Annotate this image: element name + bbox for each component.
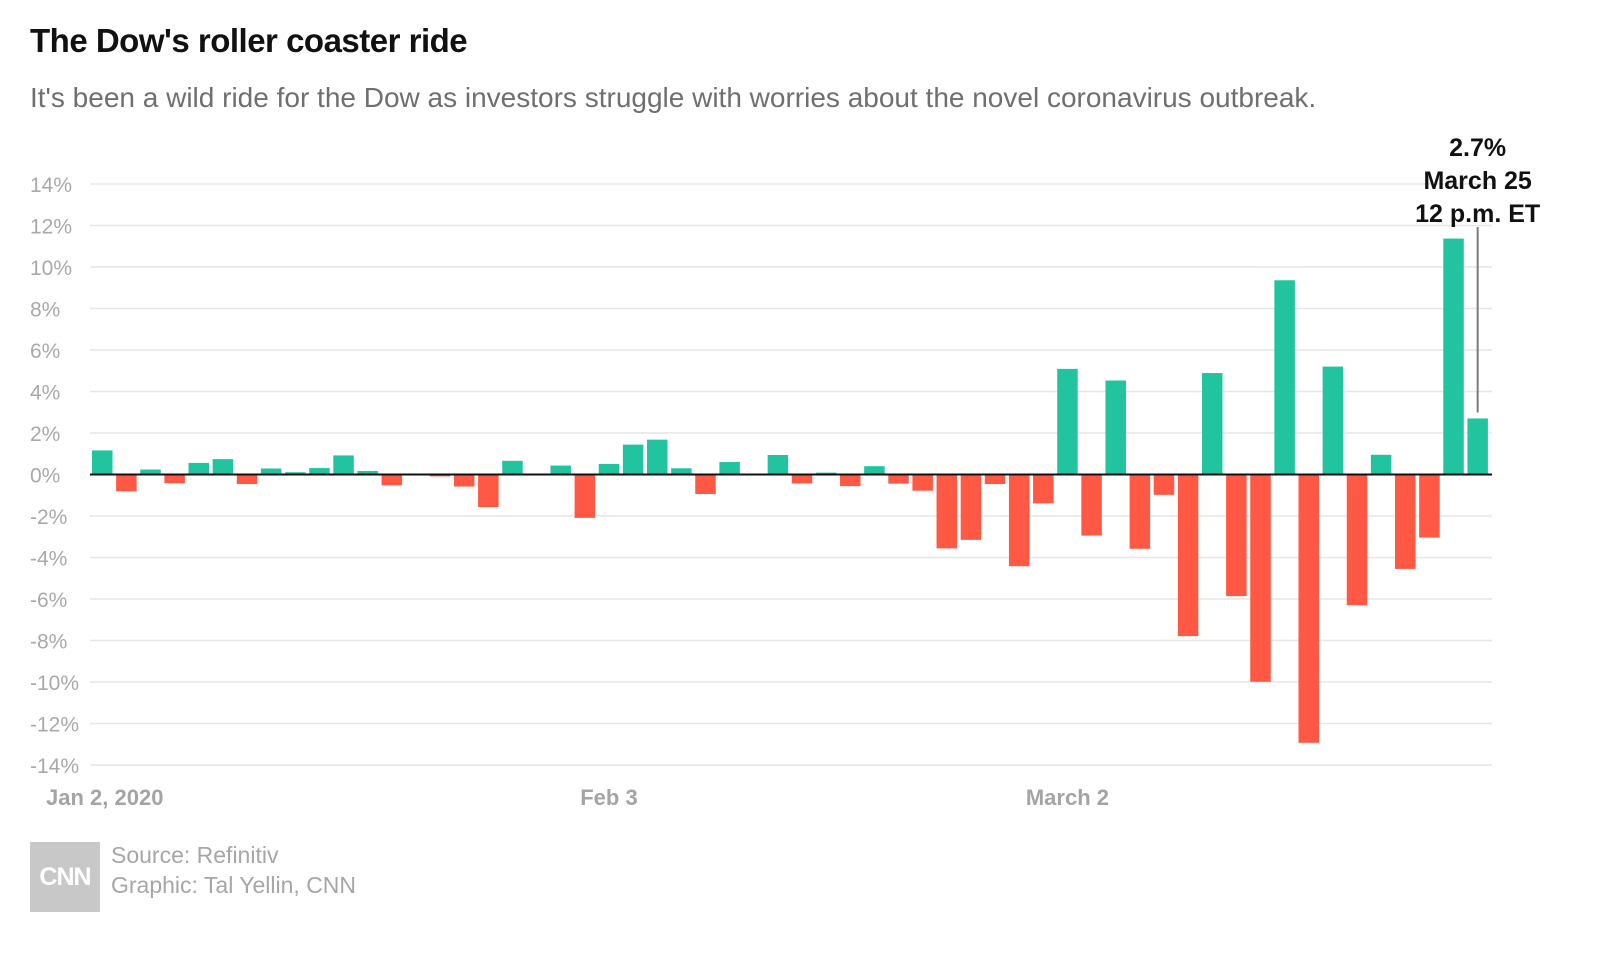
bar-feb-5: [646, 439, 668, 475]
bar-feb-28: [1033, 474, 1054, 504]
bar-jan-6: [140, 469, 161, 475]
bar-jan-16: [333, 455, 354, 475]
bar-jan-2: [92, 450, 113, 475]
bar-mar-23: [1419, 474, 1440, 538]
bar-feb-13: [791, 474, 813, 484]
bar-feb-6: [671, 468, 692, 475]
y-tick-label: 10%: [30, 257, 72, 280]
y-tick-label: -8%: [30, 631, 67, 654]
y-tick-label: -2%: [30, 506, 67, 529]
cnn-logo: CNN: [30, 842, 100, 912]
cnn-logo-text: CNN: [39, 862, 91, 891]
bar-feb-27: [1008, 474, 1030, 567]
bar-feb-18: [840, 474, 861, 487]
annotation-line-2: March 25: [1423, 167, 1531, 195]
bar-jan-21: [381, 474, 403, 486]
y-tick-label: 0%: [30, 465, 60, 488]
bar-mar-10: [1201, 373, 1223, 475]
bar-mar-18: [1346, 474, 1368, 606]
bar-jan-3: [116, 474, 137, 492]
bar-jan-14: [285, 472, 306, 475]
bar-feb-7: [695, 474, 716, 495]
bar-jan-10: [236, 474, 258, 485]
bar-mar-3: [1081, 474, 1102, 536]
bar-mar-17: [1322, 366, 1344, 475]
x-axis-ticks: Jan 2, 2020 Feb 3 March 2: [46, 785, 1109, 810]
bar-jan-17: [357, 470, 378, 475]
bar-mar-16: [1298, 474, 1319, 743]
bar-jan-9: [212, 459, 234, 475]
bar-feb-20: [888, 474, 909, 484]
bar-jan-7: [164, 474, 185, 484]
annotation-line-1: 2.7%: [1449, 134, 1506, 162]
bar-mar-24: [1443, 238, 1464, 475]
bar-feb-24: [936, 474, 958, 549]
bar-mar-19: [1370, 454, 1392, 475]
y-tick-label: -10%: [30, 672, 79, 695]
bar-jan-31: [574, 474, 596, 518]
bars: [92, 238, 1488, 743]
bar-feb-4: [622, 444, 644, 475]
bar-mar-9: [1177, 474, 1199, 637]
bar-chart: 14% 12% 10% 8% 6% 4% 2% 0% -2% -4% -6% -8% -10% -12% -…: [30, 134, 1540, 810]
bar-mar-20: [1395, 474, 1416, 569]
y-tick-label: 4%: [30, 382, 60, 405]
bar-feb-21: [912, 474, 933, 491]
bar-feb-25: [960, 474, 982, 540]
bar-feb-19: [864, 466, 885, 475]
bar-mar-12: [1250, 474, 1271, 682]
bar-jan-15: [309, 468, 330, 475]
bar-mar-11: [1226, 474, 1247, 597]
bar-jan-24: [453, 474, 475, 487]
bar-jan-28: [502, 460, 523, 475]
annotation-line-3: 12 p.m. ET: [1415, 200, 1540, 228]
bar-jan-13: [260, 468, 282, 475]
bar-feb-3: [598, 463, 620, 475]
chart-subtitle: It's been a wild ride for the Dow as inv…: [30, 82, 1317, 113]
bar-feb-10: [719, 462, 740, 475]
y-tick-label: 14%: [30, 174, 72, 197]
bar-feb-12: [767, 454, 789, 475]
bar-jan-27: [478, 474, 499, 508]
x-tick-label: Jan 2, 2020: [46, 785, 163, 810]
source-text: Source: Refinitiv: [111, 842, 279, 868]
y-axis-ticks: 14% 12% 10% 8% 6% 4% 2% 0% -2% -4% -6% -8% -10% -12% -…: [30, 174, 79, 778]
x-tick-label: Feb 3: [580, 785, 637, 810]
y-tick-label: -6%: [30, 589, 67, 612]
y-tick-label: 12%: [30, 216, 72, 239]
y-tick-label: -4%: [30, 548, 67, 571]
bar-mar-4: [1105, 380, 1126, 475]
y-tick-label: 2%: [30, 423, 60, 446]
bar-mar-2: [1057, 368, 1078, 475]
y-tick-label: 6%: [30, 340, 60, 363]
x-tick-label: March 2: [1026, 785, 1109, 810]
source-block: Source: Refinitiv Graphic: Tal Yellin, C…: [111, 840, 356, 900]
y-tick-label: -12%: [30, 714, 79, 737]
bar-mar-13: [1274, 280, 1295, 475]
chart-title: The Dow's roller coaster ride: [30, 22, 468, 59]
y-tick-label: -14%: [30, 755, 79, 778]
bar-mar-6: [1153, 474, 1175, 495]
credit-text: Graphic: Tal Yellin, CNN: [111, 872, 357, 898]
latest-value-annotation: 2.7% March 25 12 p.m. ET: [1415, 134, 1540, 413]
bar-mar-25: [1467, 418, 1488, 475]
bar-feb-26: [984, 474, 1006, 485]
y-tick-label: 8%: [30, 299, 60, 322]
bar-mar-5: [1129, 474, 1151, 549]
bar-jan-8: [188, 462, 210, 475]
bar-jan-30: [550, 465, 571, 475]
